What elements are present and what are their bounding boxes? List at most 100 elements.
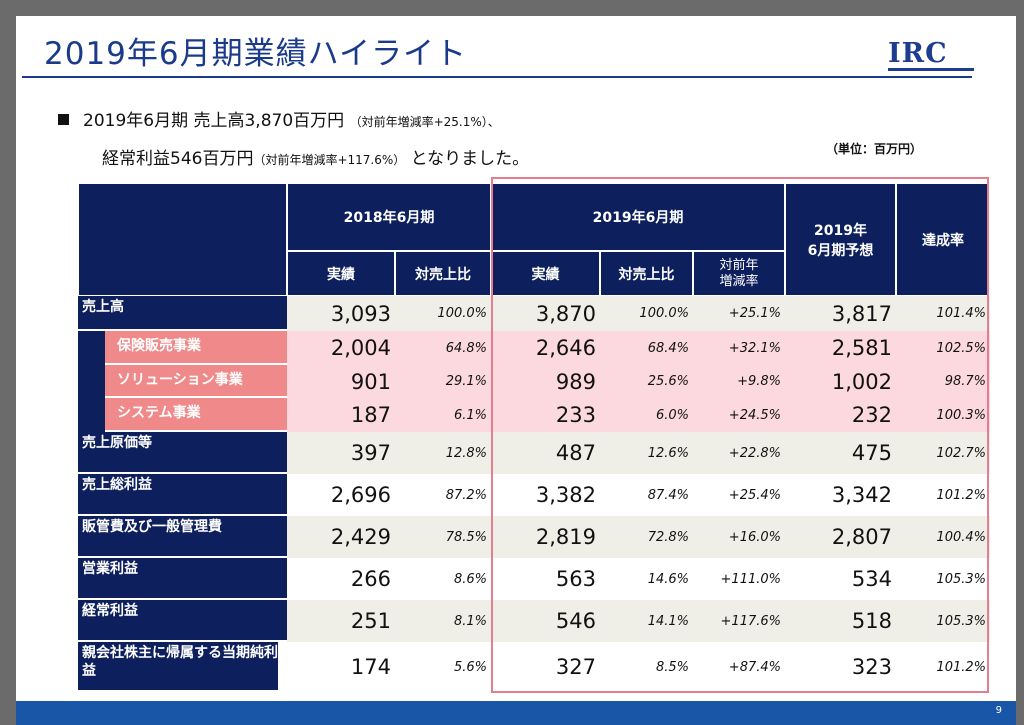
summary-revenue: 2019年6月期 売上高3,870百万円 — [83, 111, 345, 131]
cell-2019-actual: 2,819 — [535, 525, 596, 549]
cell-yoy-change: +16.0% — [728, 529, 781, 545]
cell-2019-actual: 563 — [555, 567, 596, 591]
cell-2018-actual: 901 — [350, 369, 391, 394]
summary-ordinary-profit-note: （対前年増減率+117.6%） — [253, 153, 406, 167]
cell-achievement-rate: 102.7% — [936, 445, 986, 461]
cell-2019-ratio: 100.0% — [639, 306, 689, 321]
header-fy2019-actual: 実績 — [491, 251, 600, 296]
row-label: 売上高 — [78, 296, 287, 331]
cell-2019-actual: 3,382 — [535, 483, 596, 507]
cell-2019-ratio: 8.5% — [655, 659, 689, 675]
cell-2019-ratio: 14.1% — [647, 613, 689, 629]
cell-2018-ratio: 8.6% — [453, 571, 487, 587]
cell-2019-ratio: 14.6% — [647, 571, 689, 587]
header-achievement-rate: 達成率 — [896, 183, 990, 296]
summary-ordinary-profit: 経常利益546百万円 — [102, 149, 254, 169]
row-label: 親会社株主に帰属する当期純利益 — [78, 642, 278, 692]
cell-forecast: 518 — [851, 609, 892, 633]
table-row — [287, 432, 990, 474]
cell-2018-actual: 3,093 — [330, 301, 391, 326]
cell-achievement-rate: 101.4% — [936, 306, 986, 321]
cell-yoy-change: +25.4% — [728, 487, 781, 503]
unit-label: （単位：百万円） — [826, 142, 923, 156]
cell-2019-actual: 2,646 — [535, 336, 596, 360]
cell-yoy-change: +111.0% — [720, 571, 781, 587]
cell-yoy-change: +24.5% — [728, 407, 781, 423]
segment-group-bracket — [78, 331, 105, 432]
cell-forecast: 232 — [851, 403, 892, 427]
row-label: 経常利益 — [78, 600, 287, 642]
row-label: 売上総利益 — [78, 474, 287, 516]
cell-achievement-rate: 100.4% — [936, 529, 986, 545]
row-label: 販管費及び一般管理費 — [78, 516, 287, 558]
row-label: 売上原価等 — [78, 432, 287, 474]
cell-forecast: 2,807 — [831, 525, 892, 549]
cell-2018-ratio: 78.5% — [445, 529, 487, 545]
table-row — [287, 398, 990, 432]
cell-2018-actual: 174 — [350, 655, 391, 679]
header-corner — [78, 183, 287, 296]
cell-2018-ratio: 12.8% — [445, 445, 487, 461]
company-logo: IRC — [888, 38, 948, 69]
cell-2019-actual: 233 — [555, 403, 596, 427]
cell-yoy-change: +9.8% — [737, 374, 781, 389]
table-row — [287, 558, 990, 600]
cell-yoy-change: +32.1% — [728, 340, 781, 356]
cell-2018-actual: 266 — [350, 567, 391, 591]
cell-forecast: 3,342 — [831, 483, 892, 507]
cell-achievement-rate: 101.2% — [936, 487, 986, 503]
table-row — [287, 642, 990, 692]
cell-2018-ratio: 64.8% — [445, 340, 487, 356]
cell-forecast: 3,817 — [831, 301, 892, 326]
row-label: システム事業 — [105, 398, 287, 432]
cell-2019-ratio: 72.8% — [647, 529, 689, 545]
cell-2019-actual: 327 — [555, 655, 596, 679]
summary-line-1: 2019年6月期 売上高3,870百万円 （対前年増減率+25.1%）、 — [58, 106, 500, 131]
table-row — [287, 296, 990, 331]
cell-2018-actual: 2,696 — [330, 483, 391, 507]
cell-yoy-change: +22.8% — [728, 445, 781, 461]
header-fy2019-ratio: 対売上比 — [600, 251, 693, 296]
table-row — [287, 516, 990, 558]
cell-2019-actual: 546 — [555, 609, 596, 633]
header-fy2019: 2019年6月期 — [491, 183, 785, 251]
row-label: ソリューション事業 — [105, 365, 287, 398]
cell-forecast: 475 — [851, 441, 892, 465]
cell-2019-ratio: 6.0% — [655, 407, 689, 423]
cell-2018-ratio: 5.6% — [453, 659, 487, 675]
cell-yoy-change: +117.6% — [720, 613, 781, 629]
cell-2019-ratio: 87.4% — [647, 487, 689, 503]
cell-achievement-rate: 102.5% — [936, 340, 986, 356]
cell-forecast: 2,581 — [831, 336, 892, 360]
cell-2018-ratio: 100.0% — [437, 306, 487, 321]
table-row — [287, 474, 990, 516]
cell-2018-ratio: 29.1% — [445, 374, 487, 389]
header-fy2018-actual: 実績 — [287, 251, 395, 296]
cell-achievement-rate: 101.2% — [936, 659, 986, 675]
cell-2019-ratio: 68.4% — [647, 340, 689, 356]
cell-2018-ratio: 87.2% — [445, 487, 487, 503]
header-yoy-change: 対前年 増減率 — [693, 251, 785, 296]
cell-2018-actual: 187 — [350, 403, 391, 427]
cell-2018-actual: 2,004 — [330, 336, 391, 360]
cell-yoy-change: +87.4% — [728, 659, 781, 675]
title-underline — [22, 76, 972, 78]
cell-forecast: 323 — [851, 655, 892, 679]
cell-2018-ratio: 8.1% — [453, 613, 487, 629]
header-fy2018-ratio: 対売上比 — [395, 251, 491, 296]
table-row — [287, 331, 990, 365]
header-fy2018: 2018年6月期 — [287, 183, 491, 251]
cell-2019-ratio: 25.6% — [647, 374, 689, 389]
table-row — [287, 600, 990, 642]
cell-forecast: 534 — [851, 567, 892, 591]
header-forecast: 2019年 6月期予想 — [785, 183, 896, 296]
cell-2019-actual: 487 — [555, 441, 596, 465]
cell-2019-actual: 989 — [555, 369, 596, 394]
logo-underline — [888, 68, 974, 71]
cell-yoy-change: +25.1% — [728, 306, 781, 321]
summary-revenue-note: （対前年増減率+25.1%）、 — [349, 115, 500, 129]
row-label: 保険販売事業 — [105, 331, 287, 365]
summary-tail: となりました。 — [410, 149, 530, 169]
cell-achievement-rate: 100.3% — [936, 407, 986, 423]
row-label: 営業利益 — [78, 558, 287, 600]
